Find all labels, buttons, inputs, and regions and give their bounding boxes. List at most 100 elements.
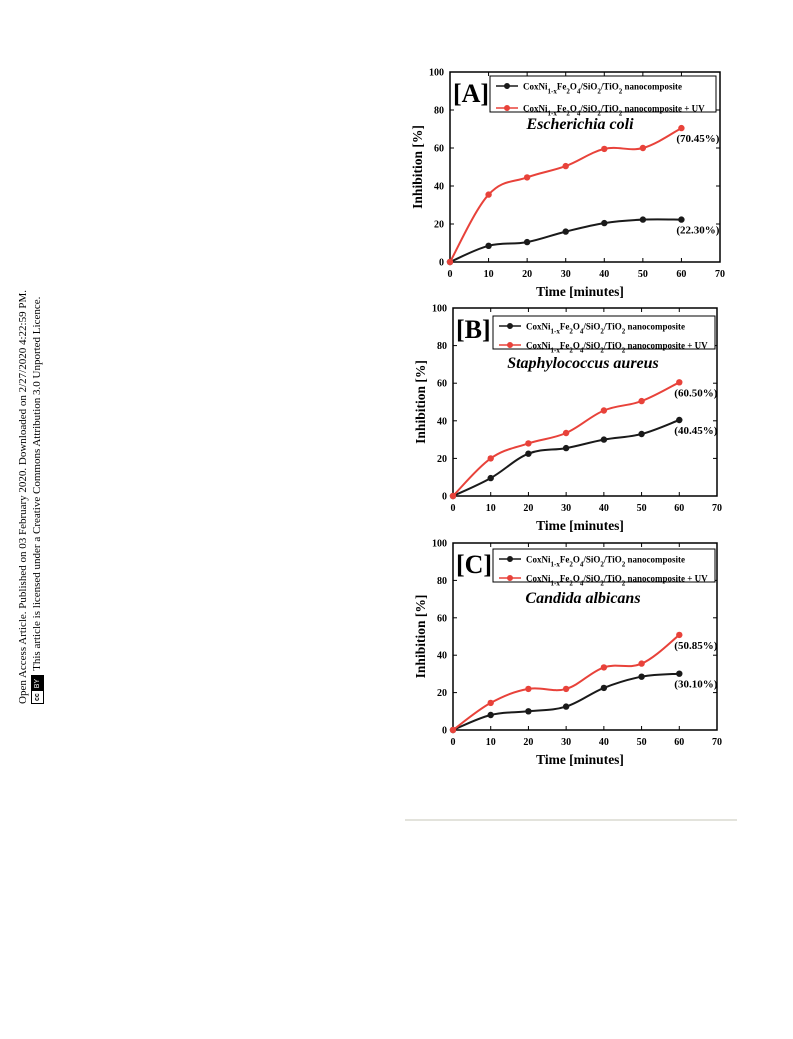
chart-panel-3: 0 10 20 30 40 50 60 70 0 20 40 60 80 100 Time [minutes… xyxy=(413,539,722,768)
x-tick-label: 10 xyxy=(484,269,494,280)
data-point xyxy=(638,397,645,405)
data-point xyxy=(525,450,532,457)
x-tick-label: 40 xyxy=(599,503,609,514)
data-point xyxy=(523,174,531,181)
data-point xyxy=(562,162,569,170)
y-tick-label: 60 xyxy=(434,144,444,155)
legend-marker xyxy=(504,83,510,89)
y-axis-label: Inhibition [%] xyxy=(413,360,428,444)
end-value-label: (50.85%) xyxy=(674,640,717,652)
plot-frame xyxy=(449,71,721,263)
legend-label: CoxNi1-xFe2O4/SiO2/TiO2 nanocomposite + … xyxy=(523,104,705,118)
data-point xyxy=(600,664,608,671)
legend-label: CoxNi1-xFe2O4/SiO2/TiO2 nanocomposite xyxy=(526,322,685,336)
x-tick-label: 30 xyxy=(561,503,571,514)
data-point xyxy=(638,660,645,667)
x-tick-label: 40 xyxy=(599,737,609,748)
data-point xyxy=(487,455,494,462)
y-tick-label: 80 xyxy=(434,106,444,117)
chart-title: Escherichia coli xyxy=(525,116,634,133)
data-point xyxy=(601,145,608,153)
x-tick-label: 60 xyxy=(674,503,684,514)
legend-label: CoxNi1-xFe2O4/SiO2/TiO2 nanocomposite + … xyxy=(526,341,708,355)
data-point xyxy=(449,726,457,734)
x-axis-label: Time [minutes] xyxy=(536,752,624,767)
data-point xyxy=(523,238,531,246)
y-tick-label: 60 xyxy=(437,613,447,624)
data-point xyxy=(487,711,494,719)
data-point xyxy=(562,703,570,710)
y-tick-label: 0 xyxy=(442,726,447,737)
plot-frame xyxy=(452,307,718,497)
data-point xyxy=(678,124,685,132)
y-tick-label: 20 xyxy=(434,220,444,231)
x-tick-label: 0 xyxy=(451,737,456,748)
legend-box xyxy=(492,315,716,350)
data-point xyxy=(485,191,492,198)
data-point xyxy=(638,430,645,438)
data-point xyxy=(485,242,492,249)
legend-box xyxy=(489,75,717,113)
x-tick-label: 20 xyxy=(522,269,532,280)
series-line xyxy=(449,218,682,263)
data-point xyxy=(525,440,532,447)
data-point xyxy=(601,219,608,227)
x-tick-label: 50 xyxy=(637,503,647,514)
data-point xyxy=(562,228,569,235)
x-tick-label: 60 xyxy=(676,269,686,280)
panel-label: [A] xyxy=(453,79,489,108)
end-value-label: (70.45%) xyxy=(676,133,719,145)
y-tick-label: 60 xyxy=(437,379,447,390)
data-point xyxy=(562,685,570,693)
data-point xyxy=(638,673,645,680)
data-point xyxy=(446,258,454,266)
y-tick-label: 0 xyxy=(442,492,447,503)
y-axis-label: Inhibition [%] xyxy=(413,595,428,679)
y-axis-label: Inhibition [%] xyxy=(410,125,425,209)
legend-marker xyxy=(507,556,513,562)
data-point xyxy=(449,492,457,500)
legend-label: CoxNi1-xFe2O4/SiO2/TiO2 nanocomposite xyxy=(526,555,685,569)
data-point xyxy=(639,216,647,223)
data-point xyxy=(639,144,647,152)
x-tick-label: 0 xyxy=(451,503,456,514)
end-value-label: (22.30%) xyxy=(676,225,719,237)
y-tick-label: 100 xyxy=(432,539,447,550)
data-point xyxy=(676,379,683,386)
end-value-label: (60.50%) xyxy=(674,387,717,399)
x-tick-label: 20 xyxy=(523,503,533,514)
legend-label: CoxNi1-xFe2O4/SiO2/TiO2 nanocomposite + … xyxy=(526,574,708,588)
plot-frame xyxy=(452,542,718,731)
series-line xyxy=(452,381,680,497)
data-point xyxy=(676,670,683,677)
data-point xyxy=(562,444,570,452)
series-line xyxy=(452,672,680,731)
x-tick-label: 40 xyxy=(599,269,609,280)
legend-marker xyxy=(507,342,513,348)
legend-box xyxy=(492,548,716,583)
x-tick-label: 30 xyxy=(561,269,571,280)
data-point xyxy=(678,216,685,223)
chart-panel-2: 0 10 20 30 40 50 60 70 0 20 40 60 80 100 Time [minutes… xyxy=(413,304,722,534)
x-tick-label: 70 xyxy=(712,737,722,748)
section-divider xyxy=(405,819,737,821)
panel-label: [B] xyxy=(456,315,491,344)
y-tick-label: 40 xyxy=(437,416,447,427)
legend-marker xyxy=(504,105,510,111)
x-tick-label: 10 xyxy=(486,737,496,748)
y-tick-label: 20 xyxy=(437,688,447,699)
y-tick-label: 40 xyxy=(437,651,447,662)
data-point xyxy=(562,429,570,437)
data-point xyxy=(600,407,608,414)
panel-label: [C] xyxy=(456,550,492,579)
legend-marker xyxy=(507,323,513,329)
data-point xyxy=(525,708,532,715)
x-axis-label: Time [minutes] xyxy=(536,518,624,533)
chart-panel-1: 0 10 20 30 40 50 60 70 0 20 40 60 80 100 Time [minutes… xyxy=(410,68,725,300)
x-tick-label: 70 xyxy=(712,503,722,514)
data-point xyxy=(676,631,683,639)
x-tick-label: 50 xyxy=(638,269,648,280)
y-tick-label: 0 xyxy=(439,258,444,269)
x-tick-label: 60 xyxy=(674,737,684,748)
